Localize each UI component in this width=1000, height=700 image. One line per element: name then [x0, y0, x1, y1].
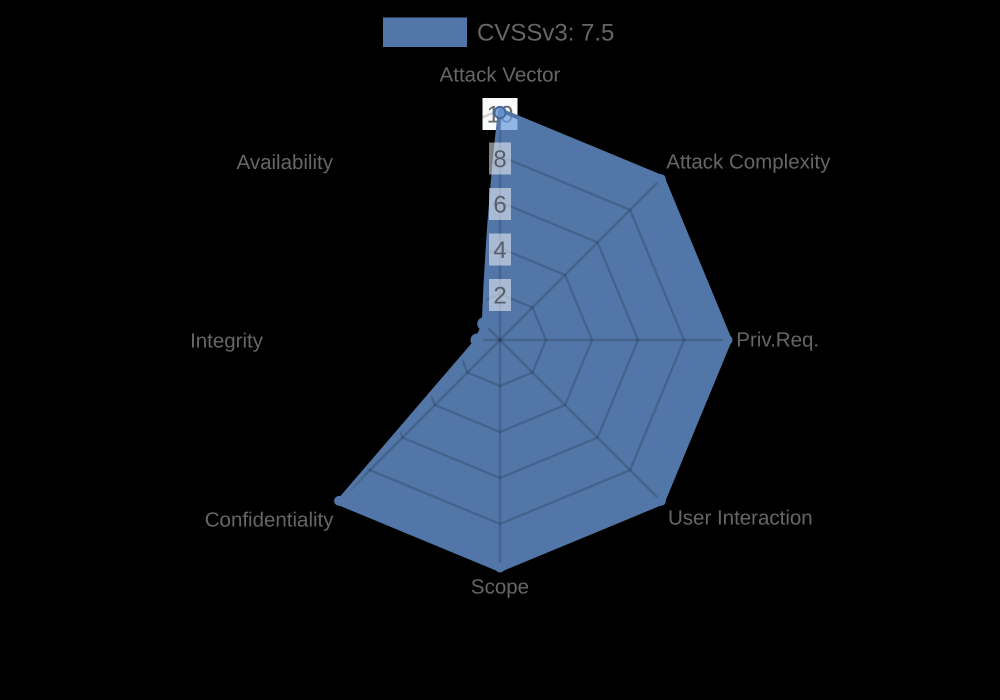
- svg-text:Attack Complexity: Attack Complexity: [666, 151, 831, 174]
- svg-text:6: 6: [493, 192, 506, 219]
- svg-text:CVSSv3: 7.5: CVSSv3: 7.5: [477, 20, 614, 47]
- svg-text:Scope: Scope: [471, 575, 529, 598]
- svg-text:2: 2: [493, 283, 506, 310]
- svg-text:Attack Vector: Attack Vector: [440, 64, 561, 87]
- svg-text:Integrity: Integrity: [190, 330, 264, 353]
- svg-text:Priv.Req.: Priv.Req.: [736, 328, 819, 351]
- svg-text:8: 8: [493, 146, 506, 173]
- svg-text:User Interaction: User Interaction: [668, 507, 813, 530]
- svg-text:4: 4: [493, 237, 506, 264]
- svg-text:Availability: Availability: [237, 151, 334, 174]
- svg-text:Confidentiality: Confidentiality: [205, 509, 335, 532]
